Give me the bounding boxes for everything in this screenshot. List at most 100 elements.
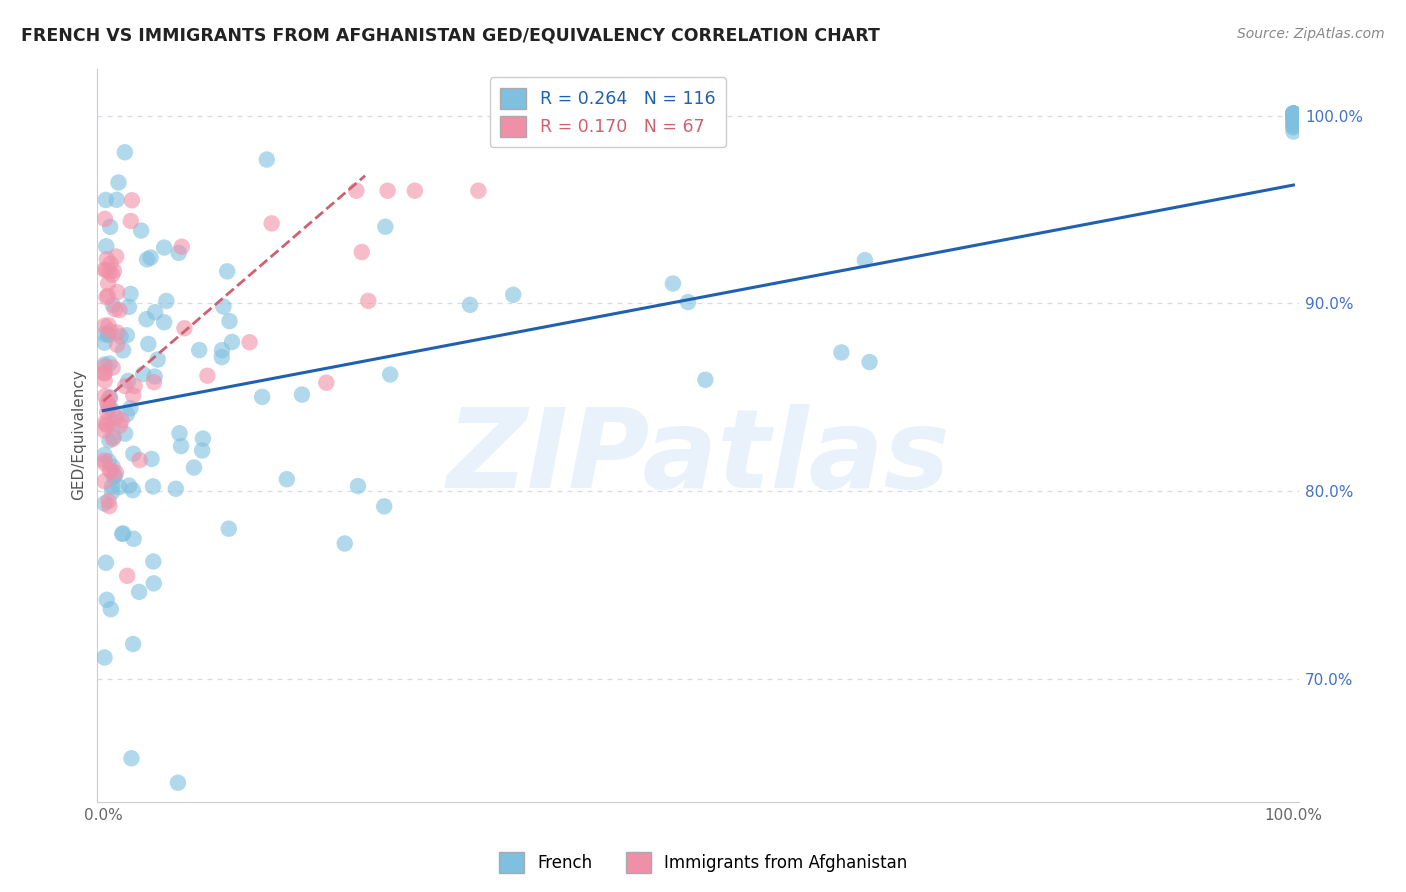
French: [98, 391, 121, 405]
Immigrants from Afghanistan: [108, 303, 131, 318]
French: [155, 293, 177, 308]
French: [94, 193, 117, 207]
French: [211, 350, 233, 364]
French: [100, 602, 122, 616]
French: [1282, 106, 1305, 120]
French: [218, 314, 240, 328]
French: [374, 219, 396, 234]
Immigrants from Afghanistan: [260, 216, 283, 230]
Immigrants from Afghanistan: [350, 245, 373, 260]
French: [1282, 124, 1305, 138]
French: [165, 482, 187, 496]
French: [107, 176, 129, 190]
French: [93, 327, 115, 342]
Immigrants from Afghanistan: [108, 418, 131, 433]
Immigrants from Afghanistan: [96, 262, 118, 277]
French: [1282, 106, 1305, 120]
Immigrants from Afghanistan: [97, 277, 120, 291]
Immigrants from Afghanistan: [170, 240, 193, 254]
French: [114, 426, 136, 441]
Immigrants from Afghanistan: [97, 494, 120, 508]
French: [1282, 106, 1305, 120]
Immigrants from Afghanistan: [98, 499, 121, 513]
French: [101, 298, 124, 312]
French: [108, 480, 131, 494]
French: [143, 305, 166, 319]
French: [122, 532, 145, 546]
Legend: French, Immigrants from Afghanistan: French, Immigrants from Afghanistan: [492, 846, 914, 880]
Legend: R = 0.264   N = 116, R = 0.170   N = 67: R = 0.264 N = 116, R = 0.170 N = 67: [491, 78, 727, 147]
French: [105, 193, 128, 207]
Y-axis label: GED/Equivalency: GED/Equivalency: [72, 369, 86, 500]
French: [118, 300, 141, 314]
French: [153, 241, 176, 255]
French: [502, 287, 524, 301]
Immigrants from Afghanistan: [467, 184, 489, 198]
French: [97, 454, 120, 468]
Immigrants from Afghanistan: [104, 410, 127, 425]
French: [1282, 106, 1305, 120]
French: [169, 426, 191, 441]
French: [122, 637, 145, 651]
Immigrants from Afghanistan: [97, 289, 120, 303]
Text: ZIPatlas: ZIPatlas: [447, 403, 950, 510]
French: [256, 153, 278, 167]
French: [94, 556, 117, 570]
French: [93, 448, 115, 462]
Immigrants from Afghanistan: [94, 389, 117, 403]
Immigrants from Afghanistan: [93, 475, 115, 489]
French: [333, 536, 356, 550]
Immigrants from Afghanistan: [96, 290, 118, 304]
French: [136, 252, 159, 267]
French: [146, 352, 169, 367]
Immigrants from Afghanistan: [105, 285, 128, 299]
Immigrants from Afghanistan: [122, 388, 145, 402]
French: [188, 343, 211, 357]
Immigrants from Afghanistan: [93, 424, 115, 438]
French: [183, 460, 205, 475]
Immigrants from Afghanistan: [377, 184, 399, 198]
Immigrants from Afghanistan: [120, 214, 142, 228]
French: [1282, 120, 1305, 134]
French: [1282, 106, 1305, 120]
Immigrants from Afghanistan: [143, 375, 166, 389]
French: [695, 373, 717, 387]
French: [347, 479, 370, 493]
Immigrants from Afghanistan: [96, 395, 118, 409]
Immigrants from Afghanistan: [100, 463, 122, 477]
Immigrants from Afghanistan: [96, 417, 118, 431]
French: [676, 295, 699, 310]
French: [120, 401, 142, 416]
Immigrants from Afghanistan: [94, 211, 117, 226]
French: [1282, 114, 1305, 128]
French: [120, 287, 142, 301]
French: [276, 472, 298, 486]
French: [118, 478, 141, 492]
French: [96, 592, 118, 607]
French: [373, 500, 395, 514]
Immigrants from Afghanistan: [98, 391, 121, 405]
French: [96, 239, 118, 253]
Immigrants from Afghanistan: [98, 324, 121, 338]
Immigrants from Afghanistan: [105, 250, 128, 264]
Immigrants from Afghanistan: [98, 401, 121, 416]
French: [458, 298, 481, 312]
French: [250, 390, 273, 404]
French: [1282, 106, 1305, 120]
French: [111, 527, 134, 541]
French: [1282, 118, 1305, 132]
French: [93, 497, 115, 511]
Immigrants from Afghanistan: [98, 463, 121, 477]
French: [120, 751, 142, 765]
French: [121, 483, 143, 498]
French: [142, 554, 165, 568]
Immigrants from Afghanistan: [93, 456, 115, 470]
Immigrants from Afghanistan: [124, 379, 146, 393]
French: [167, 776, 190, 790]
French: [101, 479, 124, 493]
French: [110, 329, 132, 343]
Immigrants from Afghanistan: [105, 337, 128, 351]
French: [170, 439, 193, 453]
French: [1282, 106, 1305, 120]
Immigrants from Afghanistan: [93, 366, 115, 380]
